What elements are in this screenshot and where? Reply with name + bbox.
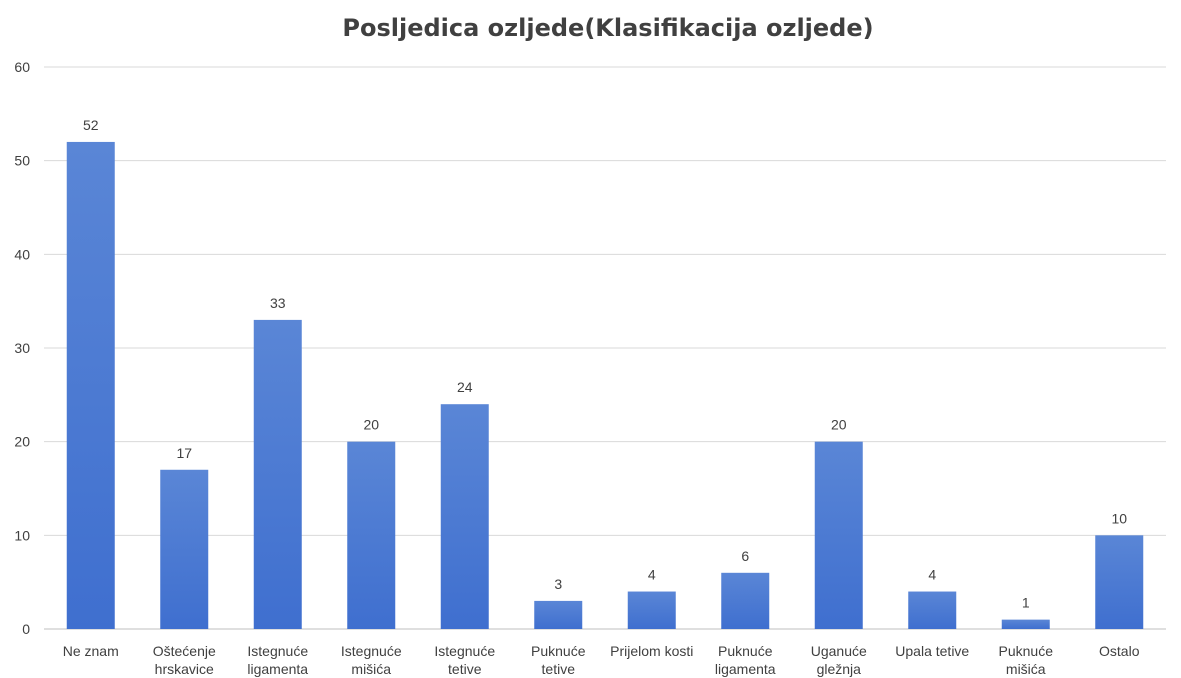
data-label-5: 3	[554, 576, 562, 592]
bar-2	[253, 319, 302, 629]
y-tick-label: 0	[22, 621, 30, 637]
data-label-6: 4	[648, 567, 656, 583]
y-tick-label: 40	[14, 246, 30, 262]
category-label-2: Istegnuće ligamenta	[247, 643, 308, 677]
bar-5	[534, 600, 583, 629]
category-label-5: Puknuće tetive	[531, 643, 586, 677]
category-label-11: Ostalo	[1099, 643, 1140, 659]
bar-1	[160, 469, 209, 629]
data-label-11: 10	[1111, 510, 1127, 526]
bar-7	[721, 572, 770, 629]
category-label-4: Istegnuće tetive	[434, 643, 495, 677]
y-tick-label: 30	[14, 340, 30, 356]
data-label-9: 4	[928, 567, 936, 583]
category-label-7: Puknuće ligamenta	[715, 643, 776, 677]
x-axis-categories: Ne znam Oštećenje hrskavice Istegnuće ligame…	[63, 643, 1140, 677]
bars	[66, 141, 1144, 629]
bar-0	[66, 141, 115, 629]
category-label-10: Puknuće mišića	[999, 643, 1054, 677]
data-label-7: 6	[741, 548, 749, 564]
category-label-0: Ne znam	[63, 643, 119, 659]
bar-9	[908, 591, 957, 629]
bar-10	[1001, 619, 1050, 629]
category-label-9: Upala tetive	[895, 643, 969, 659]
data-label-0: 52	[83, 117, 99, 133]
bar-11	[1095, 535, 1144, 629]
y-tick-label: 50	[14, 153, 30, 169]
y-tick-label: 20	[14, 434, 30, 450]
data-labels: 52 17 33 20 24 3 4 6 20 4 1 10	[83, 117, 1127, 611]
data-label-4: 24	[457, 379, 473, 395]
bar-8	[814, 441, 863, 629]
data-label-1: 17	[176, 445, 192, 461]
data-label-8: 20	[831, 417, 847, 433]
y-axis-ticks: 0 10 20 30 40 50 60	[14, 59, 30, 637]
y-tick-label: 60	[14, 59, 30, 75]
data-label-10: 1	[1022, 595, 1030, 611]
category-label-3: Istegnuće mišića	[341, 643, 402, 677]
chart-title: Posljedica ozljede(Klasifikacija ozljede…	[342, 14, 873, 42]
category-label-6: Prijelom kosti	[610, 643, 693, 659]
category-label-8: Uganuće gležnja	[811, 643, 867, 677]
gridlines	[44, 66, 1166, 630]
bar-3	[347, 441, 396, 629]
data-label-2: 33	[270, 295, 286, 311]
category-label-1: Oštećenje hrskavice	[153, 643, 216, 677]
y-tick-label: 10	[14, 527, 30, 543]
bar-4	[440, 404, 489, 629]
data-label-3: 20	[363, 417, 379, 433]
bar-6	[627, 591, 676, 629]
